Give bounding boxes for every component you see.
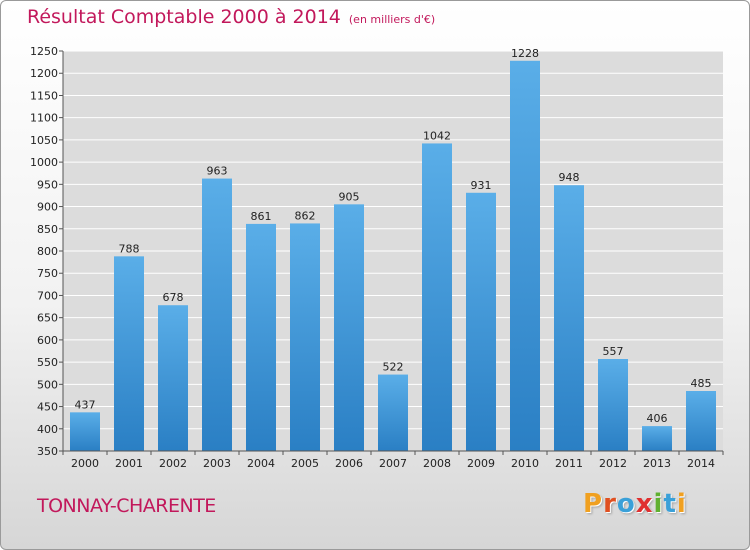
x-tick-label: 2006 [335, 457, 363, 470]
bar-value-label: 861 [251, 210, 272, 223]
chart-title: Résultat Comptable 2000 à 2014 [27, 6, 341, 28]
x-tick-label: 2012 [599, 457, 627, 470]
x-tick-label: 2001 [115, 457, 143, 470]
title-row: Résultat Comptable 2000 à 2014 (en millie… [27, 6, 435, 28]
bar [334, 204, 364, 451]
x-tick-label: 2011 [555, 457, 583, 470]
y-tick-label: 1050 [30, 134, 58, 147]
y-tick-label: 700 [37, 289, 58, 302]
x-tick-label: 2000 [71, 457, 99, 470]
bar-value-label: 557 [603, 345, 624, 358]
y-tick-label: 500 [37, 378, 58, 391]
y-tick-label: 1200 [30, 67, 58, 80]
logo-letter: x [635, 489, 654, 519]
bar-value-label: 522 [383, 361, 404, 374]
bar [642, 426, 672, 451]
y-tick-label: 1150 [30, 89, 58, 102]
bar-value-label: 678 [163, 291, 184, 304]
y-tick-label: 600 [37, 334, 58, 347]
bar [246, 223, 276, 451]
x-tick-label: 2003 [203, 457, 231, 470]
x-axis-ticks: 2000 2001 2002 2003 2004 2005 2006 2007 2008 2009… [62, 451, 724, 470]
y-tick-label: 850 [37, 223, 58, 236]
x-tick-label: 2005 [291, 457, 319, 470]
value-labels: 437 788 678 963 861 862 905 522 1042 931 1228 948 55… [75, 47, 712, 425]
logo-letter: o [616, 489, 636, 519]
bar [422, 143, 452, 451]
x-tick-label: 2004 [247, 457, 275, 470]
bar-value-label: 1042 [423, 129, 451, 142]
y-tick-label: 750 [37, 267, 58, 280]
y-tick-label: 350 [37, 445, 58, 458]
bar-value-label: 1228 [511, 47, 539, 60]
bars [70, 60, 716, 452]
logo-letter: P [583, 489, 604, 519]
bar [510, 60, 540, 452]
bar [114, 256, 144, 451]
x-tick-label: 2007 [379, 457, 407, 470]
y-tick-label: 400 [37, 423, 58, 436]
y-tick-label: 550 [37, 356, 58, 369]
bar-value-label: 948 [559, 171, 580, 184]
y-tick-label: 950 [37, 178, 58, 191]
x-tick-label: 2009 [467, 457, 495, 470]
x-tick-label: 2002 [159, 457, 187, 470]
bar-value-label: 963 [207, 165, 228, 178]
bar [466, 192, 496, 451]
bar-value-label: 905 [339, 190, 360, 203]
bar [70, 412, 100, 451]
x-tick-label: 2013 [643, 457, 671, 470]
bar [158, 305, 188, 451]
proxiti-logo[interactable]: Proxiti [583, 489, 687, 519]
bar-value-label: 862 [295, 209, 316, 222]
commune-name: TONNAY-CHARENTE [37, 495, 216, 517]
x-tick-label: 2014 [687, 457, 715, 470]
bar-value-label: 437 [75, 398, 96, 411]
y-tick-label: 1000 [30, 156, 58, 169]
y-axis-ticks: 350 400 450 500 550 600 650 700 750 800 850 900 950 1… [30, 45, 63, 458]
logo-letter: t [663, 489, 677, 519]
bar [290, 223, 320, 451]
bar-value-label: 406 [647, 412, 668, 425]
x-tick-label: 2010 [511, 457, 539, 470]
bar [598, 359, 628, 451]
logo-letter: i [676, 489, 687, 519]
y-tick-label: 1100 [30, 112, 58, 125]
chart-subtitle: (en milliers d'€) [348, 13, 436, 26]
bar [202, 178, 232, 452]
logo-letter: i [653, 489, 664, 519]
y-tick-label: 900 [37, 201, 58, 214]
bar-value-label: 931 [471, 179, 492, 192]
y-tick-label: 450 [37, 401, 58, 414]
y-tick-label: 650 [37, 312, 58, 325]
y-tick-label: 1250 [30, 45, 58, 58]
bar [686, 391, 716, 451]
bar [554, 185, 584, 451]
x-tick-label: 2008 [423, 457, 451, 470]
bar-value-label: 788 [119, 242, 140, 255]
bar-value-label: 485 [691, 377, 712, 390]
bar [378, 374, 408, 451]
logo-letter: r [603, 489, 617, 519]
y-tick-label: 800 [37, 245, 58, 258]
